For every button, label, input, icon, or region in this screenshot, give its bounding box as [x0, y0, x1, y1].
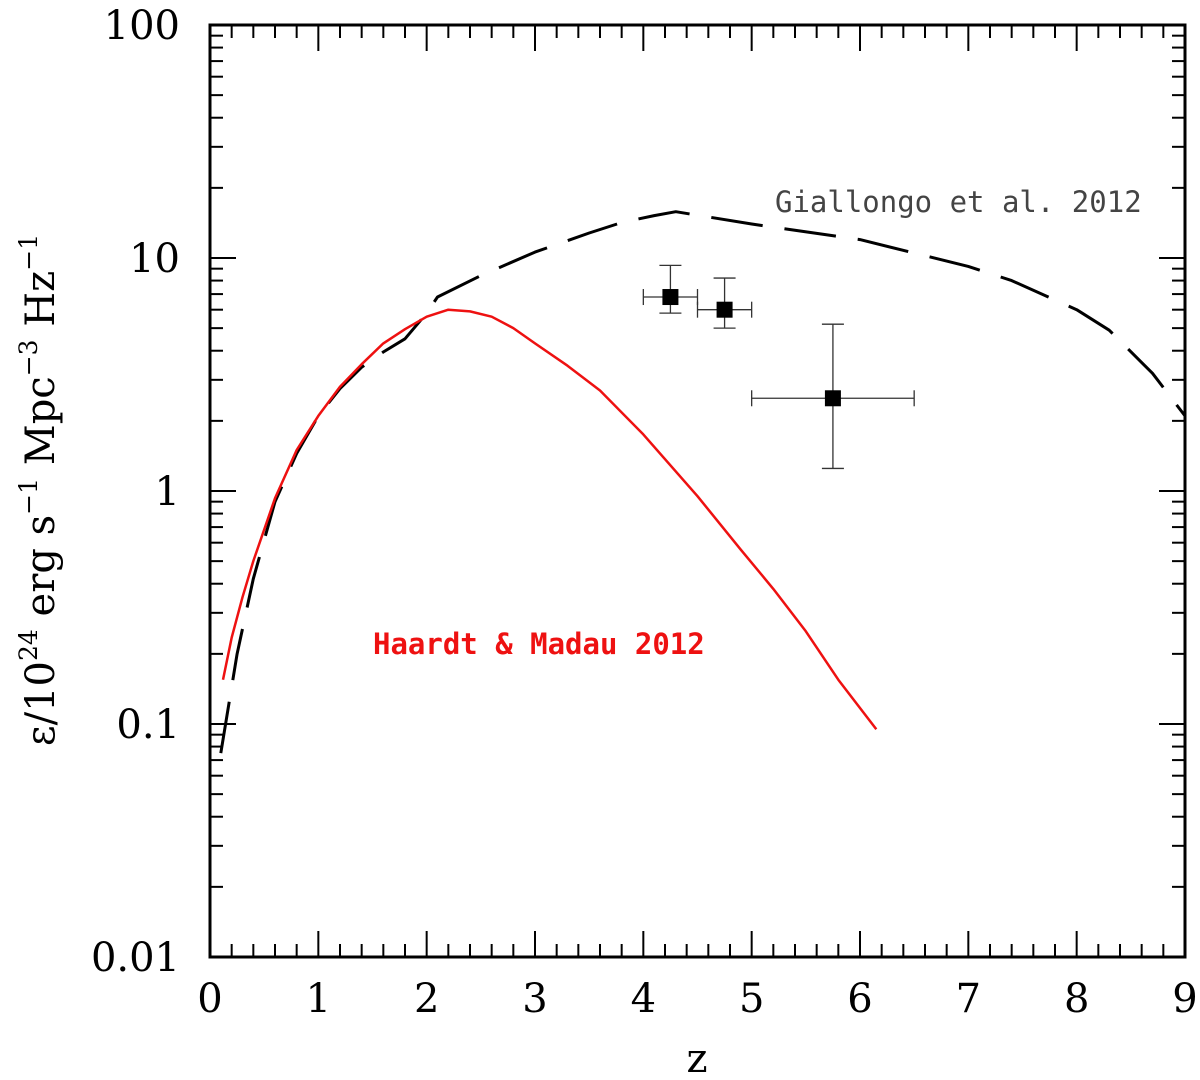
- annotation-haardt-madau: Haardt & Madau 2012: [373, 627, 705, 661]
- y-tick-label: 10: [129, 236, 180, 282]
- x-tick-label: 4: [631, 976, 656, 1022]
- axis-ticks: [209, 25, 1186, 958]
- series-line-haardt-madau: [221, 308, 878, 730]
- y-tick-label: 100: [104, 3, 180, 49]
- data-point-marker: [824, 390, 841, 407]
- y-axis-title: ε/1024 erg s−1 Mpc−3 Hz−1: [14, 234, 64, 746]
- y-tick-label: 1: [155, 469, 180, 515]
- x-axis-title: z: [686, 1036, 707, 1080]
- data-point: [696, 277, 753, 329]
- x-tick-label: 2: [414, 976, 439, 1022]
- data-point: [751, 323, 915, 470]
- x-tick-labels: 0 1 2 3 4 5 6 7 8 9: [197, 976, 1197, 1022]
- plot-frame: [208, 23, 1187, 959]
- data-point-marker: [662, 289, 679, 306]
- data-point: [642, 264, 699, 314]
- data-points-layer: [642, 264, 915, 470]
- x-tick-label: 1: [306, 976, 331, 1022]
- annotation-giallongo: Giallongo et al. 2012: [775, 185, 1142, 219]
- x-tick-label: 0: [197, 976, 222, 1022]
- series-layer: [219, 210, 1187, 754]
- x-tick-label: 6: [847, 976, 872, 1022]
- y-tick-labels: 0.01 0.1 1 10 100: [91, 3, 180, 981]
- x-tick-label: 8: [1064, 976, 1089, 1022]
- series-line-giallongo: [219, 210, 1187, 754]
- x-tick-label: 7: [956, 976, 981, 1022]
- x-tick-label: 5: [739, 976, 764, 1022]
- y-tick-label: 0.1: [116, 702, 180, 748]
- x-tick-label: 3: [522, 976, 547, 1022]
- y-tick-label: 0.01: [91, 935, 180, 981]
- x-tick-label: 9: [1172, 976, 1197, 1022]
- data-point-marker: [716, 301, 733, 318]
